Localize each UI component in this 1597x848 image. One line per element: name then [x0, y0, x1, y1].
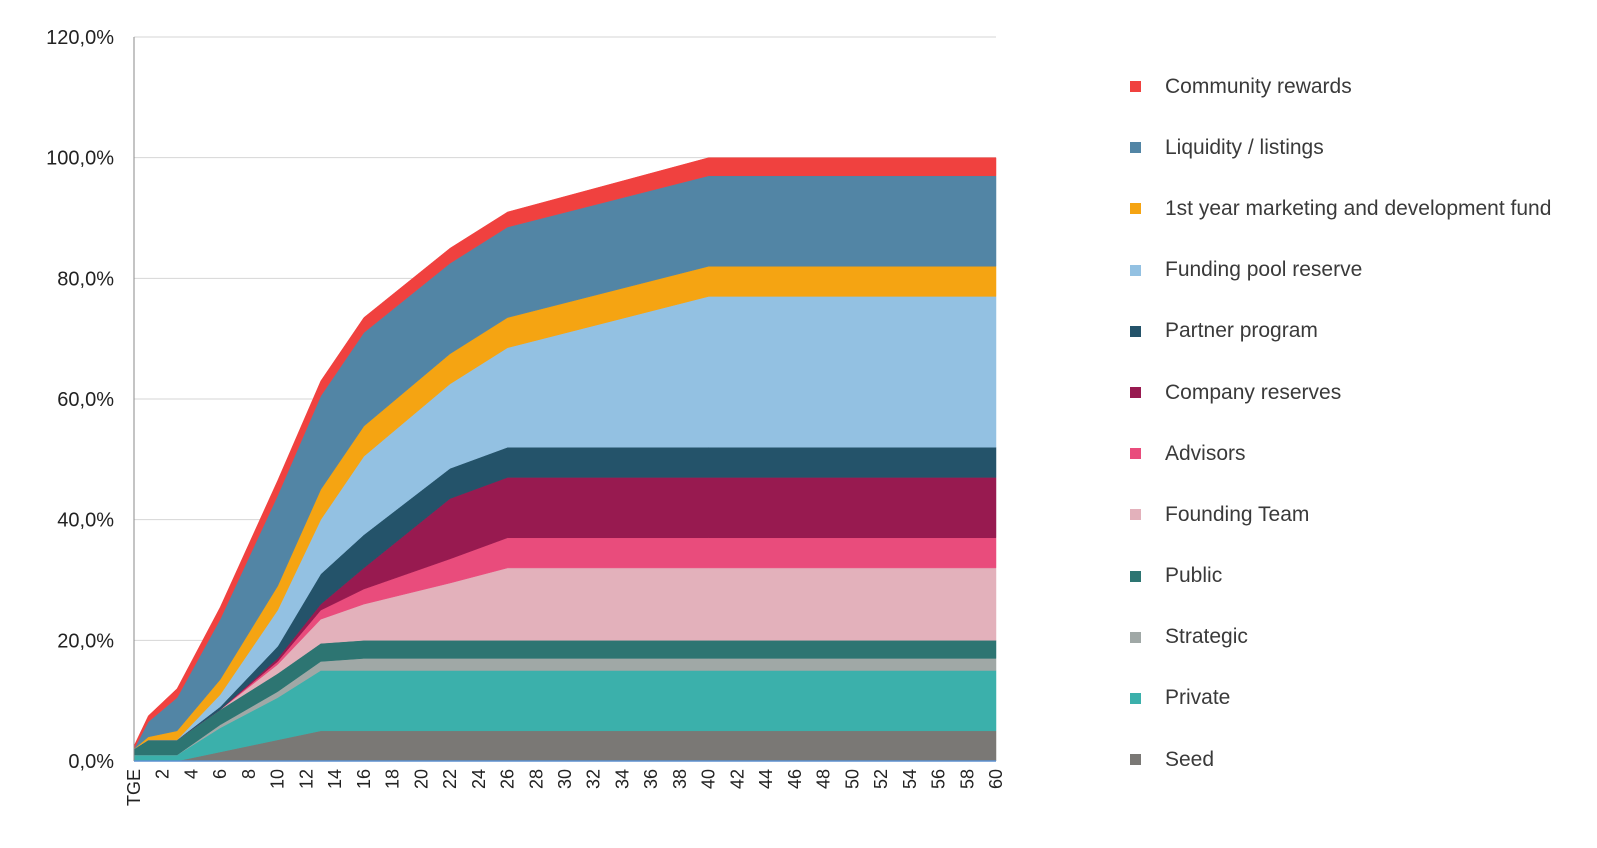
- legend-item: Funding pool reserve: [1130, 240, 1551, 301]
- legend-item: Partner program: [1130, 301, 1551, 362]
- x-tick-label: 24: [469, 769, 489, 789]
- x-tick-label: 38: [670, 769, 690, 789]
- x-tick-label: 42: [727, 769, 747, 789]
- legend-swatch: [1130, 448, 1141, 460]
- y-tick-label: 0,0%: [68, 751, 114, 773]
- legend-label: Public: [1165, 564, 1223, 588]
- legend-item: Founding Team: [1130, 484, 1551, 545]
- legend-swatch: [1130, 570, 1141, 582]
- legend-label: Strategic: [1165, 625, 1248, 649]
- legend-swatch: [1130, 203, 1141, 215]
- x-tick-label: 18: [383, 769, 403, 789]
- x-tick-label: 12: [296, 769, 316, 789]
- legend-item: Liquidity / listings: [1130, 117, 1551, 178]
- legend-swatch: [1130, 142, 1141, 154]
- y-tick-label: 100,0%: [46, 148, 114, 170]
- legend-label: Founding Team: [1165, 502, 1310, 526]
- x-tick-label: 40: [699, 769, 719, 789]
- x-tick-label: 16: [354, 769, 374, 789]
- x-tick-label: 4: [181, 769, 201, 779]
- legend-item: Company reserves: [1130, 362, 1551, 423]
- legend-label: Advisors: [1165, 441, 1246, 465]
- chart-legend: Community rewards Liquidity / listings 1st…: [1130, 56, 1551, 790]
- legend-label: Company reserves: [1165, 380, 1342, 404]
- x-tick-label: 28: [526, 769, 546, 789]
- x-tick-label: 50: [842, 769, 862, 789]
- legend-swatch: [1130, 325, 1141, 337]
- legend-label: Seed: [1165, 747, 1215, 771]
- x-tick-label: 10: [268, 769, 288, 789]
- x-tick-label: 22: [440, 769, 460, 789]
- x-tick-label: 26: [498, 769, 518, 789]
- legend-swatch: [1130, 81, 1141, 93]
- legend-label: Partner program: [1165, 319, 1318, 343]
- x-tick-label: 30: [555, 769, 575, 789]
- legend-swatch: [1130, 631, 1141, 643]
- x-tick-label: 20: [411, 769, 431, 789]
- legend-swatch: [1130, 387, 1141, 399]
- legend-swatch: [1130, 692, 1141, 704]
- x-tick-label: 52: [871, 769, 891, 789]
- legend-label: Private: [1165, 686, 1231, 710]
- x-tick-label: 32: [584, 769, 604, 789]
- x-tick-label: TGE: [124, 769, 144, 806]
- area-community-rewards: [133, 157, 997, 750]
- legend-swatch: [1130, 754, 1141, 766]
- x-tick-label: 46: [785, 769, 805, 789]
- x-tick-label: 6: [210, 769, 230, 779]
- y-tick-label: 40,0%: [57, 510, 114, 532]
- legend-item: Private: [1130, 668, 1551, 729]
- y-tick-label: 60,0%: [57, 389, 114, 411]
- x-tick-label: 44: [756, 769, 776, 789]
- x-tick-label: 36: [641, 769, 661, 789]
- y-tick-label: 120,0%: [46, 27, 114, 49]
- stacked-area-chart: 0,0% 20,0% 40,0% 60,0% 80,0% 100,0% 120,0% TGE…: [46, 27, 1006, 806]
- legend-label: Community rewards: [1165, 74, 1352, 98]
- y-tick-label: 80,0%: [57, 268, 114, 290]
- x-tick-label: 58: [957, 769, 977, 789]
- legend-item: Advisors: [1130, 423, 1551, 484]
- legend-label: Funding pool reserve: [1165, 258, 1363, 282]
- x-tick-label: 48: [814, 769, 834, 789]
- x-axis-tick-labels: TGE 2 4 6 8 10 12 14 16 18 20 22 24 26 28 30 32 34 36 38 40 4…: [124, 769, 1006, 806]
- legend-swatch: [1130, 509, 1141, 521]
- x-tick-label: 60: [986, 769, 1006, 789]
- x-tick-label: 2: [153, 769, 173, 779]
- axes: [133, 37, 996, 762]
- legend-item: Community rewards: [1130, 56, 1551, 117]
- area-series: [133, 157, 997, 762]
- legend-swatch: [1130, 264, 1141, 276]
- legend-item: Strategic: [1130, 607, 1551, 668]
- x-tick-label: 56: [929, 769, 949, 789]
- legend-label: 1st year marketing and development fund: [1165, 196, 1552, 220]
- legend-item: Seed: [1130, 729, 1551, 790]
- x-tick-label: 54: [900, 769, 920, 789]
- y-tick-label: 20,0%: [57, 630, 114, 652]
- x-tick-label: 8: [239, 769, 259, 779]
- x-tick-label: 14: [325, 769, 345, 789]
- legend-label: Liquidity / listings: [1165, 135, 1324, 159]
- y-axis-tick-labels: 0,0% 20,0% 40,0% 60,0% 80,0% 100,0% 120,0%: [46, 27, 114, 773]
- x-tick-label: 34: [612, 769, 632, 789]
- legend-item: 1st year marketing and development fund: [1130, 178, 1551, 239]
- legend-item: Public: [1130, 546, 1551, 607]
